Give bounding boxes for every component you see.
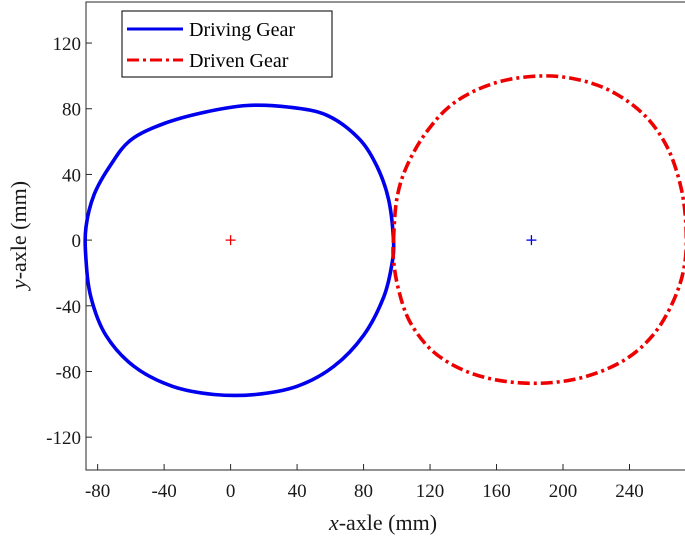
x-tick-label: 40 (288, 481, 307, 502)
y-tick-label: -120 (46, 428, 81, 449)
driven-center-marker (526, 235, 537, 246)
center-markers (225, 235, 537, 246)
y-axis-label: y-axle (mm) (6, 181, 31, 291)
x-axis-label-var: x (328, 510, 339, 535)
x-tick-label: 120 (416, 481, 445, 502)
y-tick-label: -40 (56, 297, 81, 318)
x-tick-label: 160 (482, 481, 511, 502)
y-tick-label: 0 (72, 231, 82, 252)
y-axis-ticks: -120 -80 -40 0 40 80 120 (46, 34, 92, 449)
x-axis-ticks: -80 -40 0 40 80 120 160 200 240 (85, 464, 644, 502)
legend-box (121, 10, 333, 78)
driving-gear-curve (83, 103, 396, 398)
driving-center-marker (225, 235, 236, 246)
x-tick-label: 240 (615, 481, 644, 502)
legend-label-driven: Driven Gear (189, 50, 289, 72)
x-axis-label: x-axle (mm) (328, 510, 437, 535)
series-group (83, 74, 685, 398)
legend: Driving Gear Driven Gear (121, 10, 333, 78)
y-tick-label: 80 (62, 100, 81, 121)
x-tick-label: 200 (549, 481, 578, 502)
y-tick-label: 40 (62, 165, 81, 186)
y-tick-label: 120 (53, 34, 82, 55)
x-tick-label: -80 (85, 481, 110, 502)
x-tick-label: 80 (354, 481, 373, 502)
y-axis-label-rest: -axle (mm) (6, 181, 31, 279)
driven-gear-curve (391, 74, 685, 386)
y-axis-label-var: y (6, 279, 31, 291)
x-tick-label: -40 (151, 481, 176, 502)
y-tick-label: -80 (56, 362, 81, 383)
x-tick-label: 0 (226, 481, 236, 502)
x-axis-label-rest: -axle (mm) (339, 510, 437, 535)
legend-label-driving: Driving Gear (189, 19, 295, 41)
